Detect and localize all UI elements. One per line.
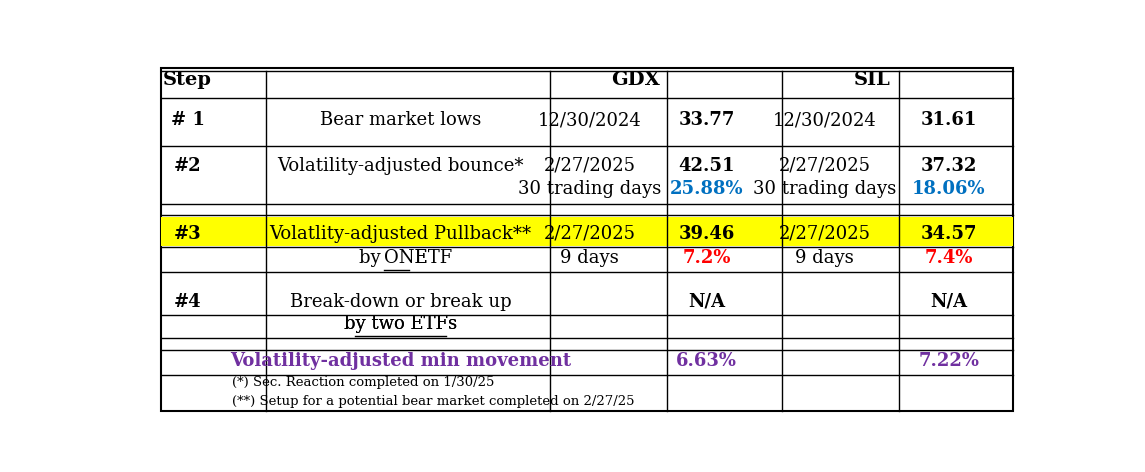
Text: 2/27/2025: 2/27/2025	[779, 225, 870, 243]
Text: 9 days: 9 days	[560, 249, 618, 267]
Text: GDX: GDX	[611, 71, 660, 89]
Text: 2/27/2025: 2/27/2025	[544, 157, 635, 175]
Text: 37.32: 37.32	[921, 157, 977, 175]
Text: N/A: N/A	[930, 293, 968, 311]
Text: #2: #2	[174, 157, 202, 175]
Text: ONE: ONE	[384, 249, 427, 267]
Text: 7.22%: 7.22%	[918, 352, 979, 370]
Text: 2/27/2025: 2/27/2025	[544, 225, 635, 243]
Text: Bear market lows: Bear market lows	[319, 111, 481, 129]
Text: (*) Sec. Reaction completed on 1/30/25: (*) Sec. Reaction completed on 1/30/25	[231, 376, 495, 389]
Text: 12/30/2024: 12/30/2024	[538, 111, 641, 129]
Text: 7.2%: 7.2%	[682, 249, 731, 267]
Text: 30 trading days: 30 trading days	[518, 180, 661, 198]
Text: #4: #4	[174, 293, 202, 311]
Text: 12/30/2024: 12/30/2024	[773, 111, 877, 129]
Text: 18.06%: 18.06%	[913, 180, 986, 198]
Text: by: by	[360, 249, 387, 267]
Text: (**) Setup for a potential bear market completed on 2/27/25: (**) Setup for a potential bear market c…	[231, 396, 634, 408]
Bar	[160, 217, 1013, 246]
Text: Break-down or break up: Break-down or break up	[290, 293, 512, 311]
Text: Volatility-adjusted min movement: Volatility-adjusted min movement	[230, 352, 571, 370]
Text: Step: Step	[163, 71, 212, 89]
Text: 31.61: 31.61	[921, 111, 977, 129]
Text: 7.4%: 7.4%	[925, 249, 973, 267]
Text: N/A: N/A	[688, 293, 725, 311]
Text: 39.46: 39.46	[679, 225, 735, 243]
Text: Volatility-adjusted bounce*: Volatility-adjusted bounce*	[277, 157, 523, 175]
Text: 33.77: 33.77	[679, 111, 735, 129]
Text: 30 trading days: 30 trading days	[753, 180, 897, 198]
Text: 42.51: 42.51	[678, 157, 735, 175]
Text: SIL: SIL	[854, 71, 891, 89]
Text: #3: #3	[174, 225, 202, 243]
Text: # 1: # 1	[171, 111, 205, 129]
Text: Volatlity-adjusted Pullback**: Volatlity-adjusted Pullback**	[269, 225, 531, 243]
Text: 34.57: 34.57	[921, 225, 977, 243]
Text: 6.63%: 6.63%	[676, 352, 737, 370]
Text: 9 days: 9 days	[796, 249, 854, 267]
Text: by two ETFs: by two ETFs	[344, 315, 457, 334]
Text: 25.88%: 25.88%	[670, 180, 743, 198]
Text: ETF: ETF	[409, 249, 452, 267]
Text: 2/27/2025: 2/27/2025	[779, 157, 870, 175]
Text: by two ETFs: by two ETFs	[344, 315, 457, 334]
